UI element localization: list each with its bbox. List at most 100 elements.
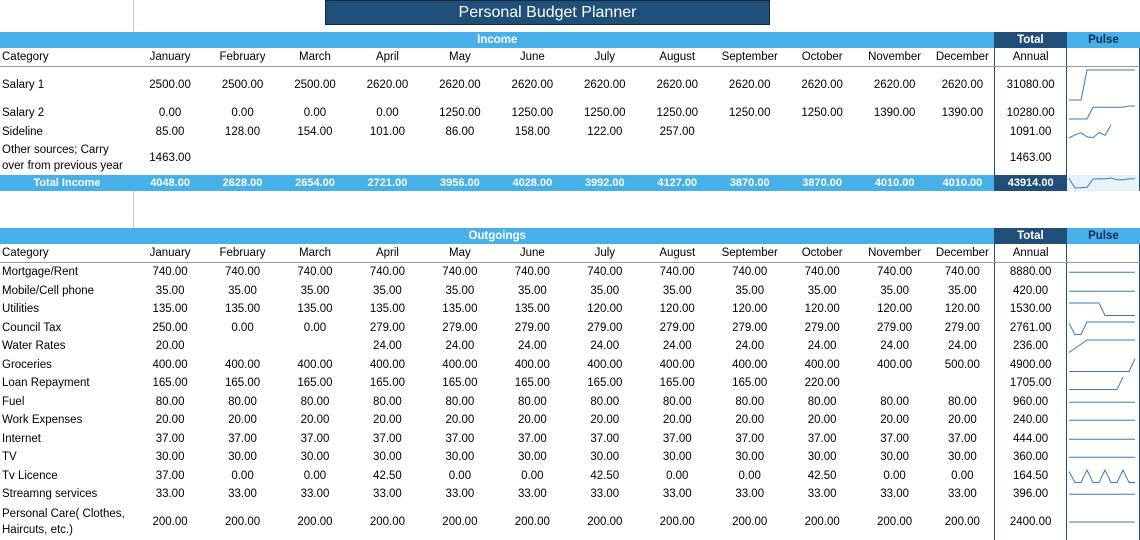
value-cell[interactable]: 35.00 bbox=[373, 284, 402, 297]
row-category[interactable]: Work Expenses bbox=[2, 414, 83, 427]
value-cell[interactable]: 279.00 bbox=[877, 321, 913, 334]
value-cell[interactable]: 35.00 bbox=[517, 284, 547, 297]
value-cell[interactable] bbox=[931, 141, 995, 175]
value-cell[interactable]: 200.00 bbox=[297, 515, 333, 528]
value-cell[interactable]: 120.00 bbox=[659, 303, 695, 316]
value-cell[interactable]: 154.00 bbox=[297, 125, 333, 138]
value-cell[interactable]: 80.00 bbox=[662, 395, 692, 408]
value-cell[interactable]: 279.00 bbox=[514, 321, 550, 334]
value-cell[interactable]: 30.00 bbox=[662, 451, 692, 464]
value-cell[interactable]: 2620.00 bbox=[873, 79, 916, 91]
value-cell[interactable]: 30.00 bbox=[807, 451, 837, 464]
value-cell[interactable]: 24.00 bbox=[735, 340, 765, 353]
value-cell[interactable]: 30.00 bbox=[445, 451, 475, 464]
value-cell[interactable]: 0.00 bbox=[231, 106, 254, 119]
value-cell[interactable] bbox=[641, 141, 713, 175]
value-cell[interactable]: 1463.00 bbox=[149, 152, 191, 164]
value-cell[interactable]: 85.00 bbox=[155, 125, 185, 138]
value-cell[interactable] bbox=[858, 374, 930, 393]
value-cell[interactable]: 80.00 bbox=[880, 395, 909, 408]
value-cell[interactable] bbox=[351, 141, 423, 175]
value-cell[interactable]: 120.00 bbox=[732, 303, 768, 316]
row-category[interactable]: Sideline bbox=[2, 125, 43, 138]
value-cell[interactable]: 120.00 bbox=[944, 303, 980, 316]
value-cell[interactable]: 165.00 bbox=[152, 377, 188, 390]
value-cell[interactable] bbox=[569, 141, 641, 175]
value-cell[interactable]: 24.00 bbox=[662, 340, 692, 353]
value-cell[interactable]: 20.00 bbox=[155, 340, 185, 353]
row-category[interactable]: Personal Care( Clothes, Haircuts, etc.) bbox=[2, 507, 125, 536]
value-cell[interactable]: 135.00 bbox=[297, 303, 333, 316]
value-cell[interactable]: 80.00 bbox=[445, 395, 475, 408]
value-cell[interactable]: 24.00 bbox=[947, 340, 977, 353]
value-cell[interactable]: 740.00 bbox=[514, 266, 550, 279]
row-category[interactable]: Fuel bbox=[2, 395, 25, 408]
value-cell[interactable]: 80.00 bbox=[373, 395, 402, 408]
value-cell[interactable]: 250.00 bbox=[152, 321, 188, 334]
value-cell[interactable]: 135.00 bbox=[442, 303, 478, 316]
value-cell[interactable]: 37.00 bbox=[373, 432, 402, 445]
value-cell[interactable]: 20.00 bbox=[300, 414, 330, 427]
value-cell[interactable]: 20.00 bbox=[807, 414, 837, 427]
value-cell[interactable]: 33.00 bbox=[517, 488, 547, 501]
value-cell[interactable]: 30.00 bbox=[155, 451, 185, 464]
value-cell[interactable]: 30.00 bbox=[300, 451, 330, 464]
value-cell[interactable]: 42.50 bbox=[590, 469, 620, 482]
value-cell[interactable]: 0.00 bbox=[158, 106, 182, 119]
row-category[interactable]: Loan Repayment bbox=[2, 377, 90, 390]
annual-cell[interactable]: 1530.00 bbox=[993, 300, 1068, 319]
value-cell[interactable]: 0.00 bbox=[521, 469, 544, 482]
annual-cell[interactable]: 4900.00 bbox=[993, 355, 1068, 374]
value-cell[interactable]: 33.00 bbox=[735, 488, 765, 501]
value-cell[interactable]: 2620.00 bbox=[801, 79, 843, 91]
value-cell[interactable]: 35.00 bbox=[300, 284, 330, 297]
value-cell[interactable]: 1250.00 bbox=[511, 106, 554, 119]
value-cell[interactable]: 400.00 bbox=[877, 358, 913, 371]
value-cell[interactable] bbox=[206, 141, 278, 175]
row-category[interactable]: Water Rates bbox=[2, 340, 66, 353]
value-cell[interactable]: 135.00 bbox=[224, 303, 261, 316]
value-cell[interactable]: 35.00 bbox=[735, 284, 765, 297]
value-cell[interactable]: 37.00 bbox=[947, 432, 977, 445]
value-cell[interactable]: 80.00 bbox=[947, 395, 977, 408]
value-cell[interactable]: 400.00 bbox=[297, 358, 333, 371]
value-cell[interactable]: 80.00 bbox=[155, 395, 185, 408]
value-cell[interactable]: 0.00 bbox=[303, 321, 327, 334]
value-cell[interactable]: 400.00 bbox=[224, 358, 261, 371]
value-cell[interactable]: 35.00 bbox=[880, 284, 909, 297]
row-category[interactable]: Mobile/Cell phone bbox=[2, 284, 95, 297]
value-cell[interactable]: 1250.00 bbox=[801, 106, 843, 119]
value-cell[interactable]: 1250.00 bbox=[656, 106, 699, 119]
value-cell[interactable]: 135.00 bbox=[369, 303, 406, 316]
value-cell[interactable]: 30.00 bbox=[373, 451, 402, 464]
value-cell[interactable]: 33.00 bbox=[155, 488, 185, 501]
value-cell[interactable]: 200.00 bbox=[587, 515, 623, 528]
value-cell[interactable]: 37.00 bbox=[155, 469, 185, 482]
value-cell[interactable]: 42.50 bbox=[807, 469, 837, 482]
value-cell[interactable]: 740.00 bbox=[152, 266, 188, 279]
value-cell[interactable]: 740.00 bbox=[659, 266, 695, 279]
value-cell[interactable]: 165.00 bbox=[732, 377, 768, 390]
row-category[interactable]: Streamng services bbox=[2, 488, 98, 501]
annual-cell[interactable]: 2400.00 bbox=[993, 503, 1068, 540]
value-cell[interactable]: 35.00 bbox=[947, 284, 977, 297]
value-cell[interactable] bbox=[786, 122, 858, 141]
value-cell[interactable]: 35.00 bbox=[590, 284, 620, 297]
value-cell[interactable]: 740.00 bbox=[224, 266, 261, 279]
value-cell[interactable]: 33.00 bbox=[880, 488, 909, 501]
value-cell[interactable]: 0.00 bbox=[376, 106, 399, 119]
value-cell[interactable]: 33.00 bbox=[662, 488, 692, 501]
value-cell[interactable]: 35.00 bbox=[662, 284, 692, 297]
value-cell[interactable]: 0.00 bbox=[231, 469, 254, 482]
value-cell[interactable]: 37.00 bbox=[228, 432, 257, 445]
value-cell[interactable]: 24.00 bbox=[880, 340, 909, 353]
value-cell[interactable]: 0.00 bbox=[231, 321, 254, 334]
value-cell[interactable]: 2620.00 bbox=[366, 79, 409, 91]
value-cell[interactable] bbox=[858, 141, 930, 175]
value-cell[interactable]: 1250.00 bbox=[584, 106, 626, 119]
value-cell[interactable]: 165.00 bbox=[587, 377, 623, 390]
value-cell[interactable] bbox=[858, 122, 930, 141]
annual-cell[interactable]: 240.00 bbox=[993, 411, 1068, 430]
value-cell[interactable]: 122.00 bbox=[587, 125, 623, 138]
value-cell[interactable]: 400.00 bbox=[587, 358, 623, 371]
